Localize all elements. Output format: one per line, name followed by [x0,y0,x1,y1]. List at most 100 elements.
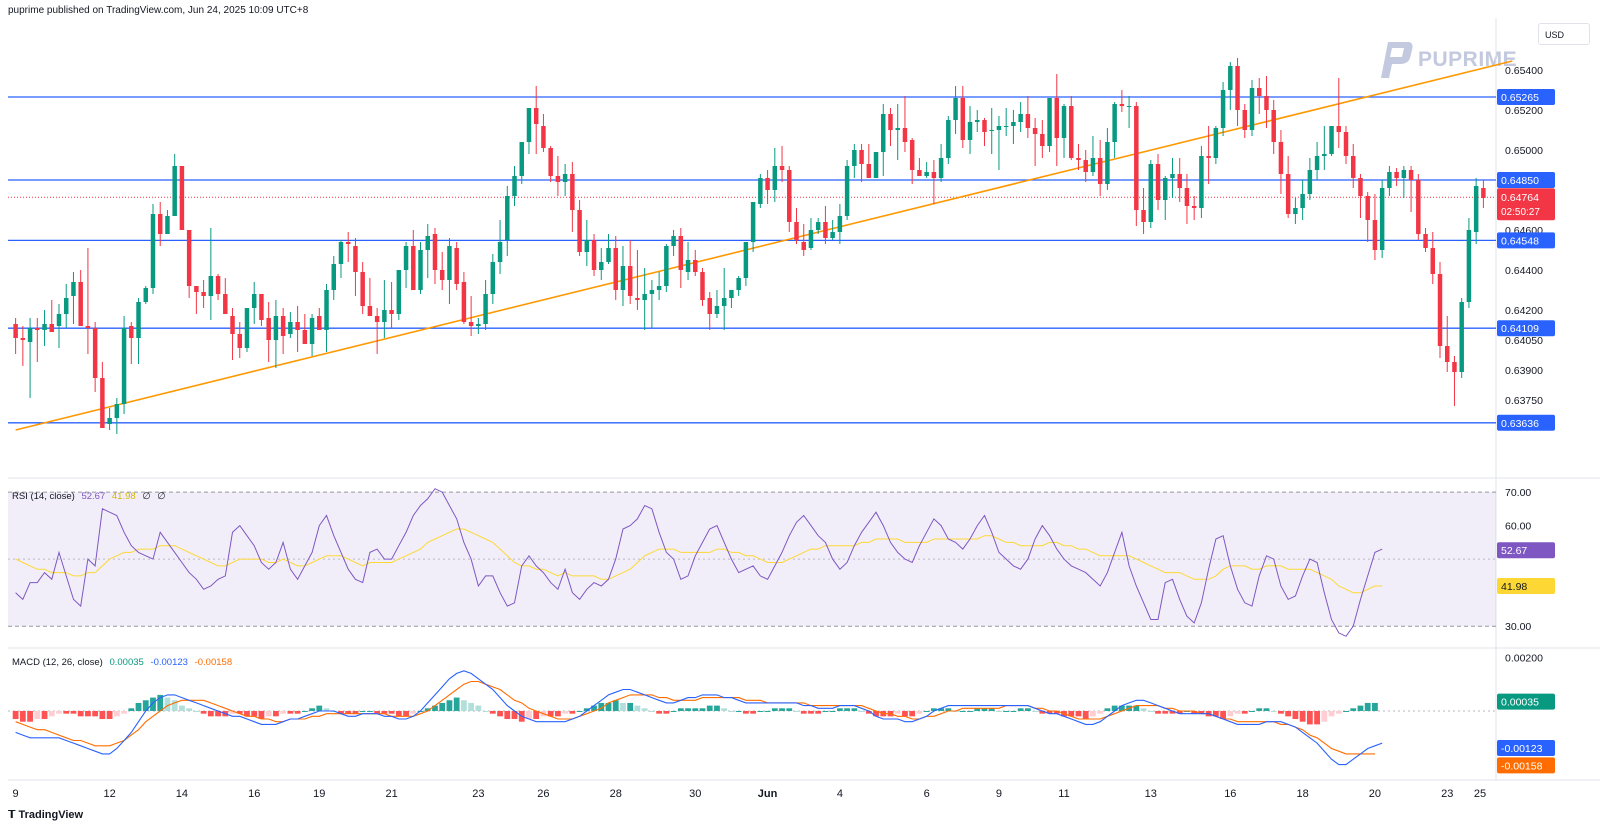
macd-histogram-bar-169 [1234,710,1241,714]
candle-42 [317,308,322,330]
candle-body [758,178,763,204]
macd-histogram-bar-74 [547,710,554,717]
rsi-ma-value-tag-bg [1497,578,1555,595]
candle-body [1257,88,1262,96]
rsi-value-tag-bg [1497,542,1555,559]
macd-histogram-bar-55 [410,710,417,714]
candle-106 [779,146,785,182]
candle-body [938,158,944,178]
candle-body [1134,106,1139,210]
macd-histogram-bar-64 [475,705,482,711]
level-price-tag-1-bg [1497,172,1555,188]
candle-body [678,236,684,270]
macd-title: MACD (12, 26, close) [12,657,103,668]
macd-histogram-bar-173 [1263,708,1270,711]
candle-body [1003,126,1009,127]
candle-body [996,126,1002,130]
macd-histogram-bar-65 [482,710,489,712]
candle-31 [237,322,242,358]
macd-histogram-bar-183 [1335,710,1342,714]
candle-body [237,334,242,348]
macd-histogram-bar-153 [1118,705,1125,711]
time-tick-label-10: Jun [758,788,778,800]
rsi-legend-value: 52.67 [81,491,106,502]
macd-line-value-tag-bg [1497,739,1555,756]
candle-body [157,214,163,234]
candle-181 [1322,126,1327,170]
candle-body [505,196,510,240]
candle-0 [13,318,18,354]
candle-87 [642,268,647,330]
macd-histogram-bar-60 [446,700,453,711]
candle-168 [1228,62,1233,110]
candle-body [895,128,900,130]
macd-hist-value-tag: 0.00035 [1501,697,1539,709]
candle-117 [859,144,864,182]
candle-body [946,120,951,158]
candle-body [1032,128,1038,134]
macd-histogram-bar-26 [200,710,207,714]
candle-body [13,324,18,338]
candle-body [1105,142,1110,184]
candle-144 [1054,74,1060,166]
candle-191 [1394,168,1399,186]
macd-histogram-bar-90 [663,710,670,714]
candle-172 [1257,78,1262,114]
candle-body [736,278,741,290]
candle-121 [888,108,893,146]
macd-histogram-bar-98 [721,708,728,711]
macd-histogram-bar-17 [135,702,142,711]
candle-body [1047,98,1052,146]
candle-body [353,246,358,272]
currency-selector[interactable]: USD [1538,23,1590,45]
macd-histogram-bar-148 [1082,710,1089,720]
macd-histogram-bar-40 [301,710,308,712]
macd-histogram-bar-155 [1133,705,1140,711]
candle-179 [1307,158,1313,200]
candle-body [468,322,474,326]
candle-body [620,266,626,290]
candle-body [1148,164,1154,222]
candle-165 [1206,126,1211,184]
candle-124 [909,138,915,184]
trendline [15,60,1513,431]
candle-21 [165,210,170,234]
candle-34 [259,294,264,326]
candle-body [656,286,662,290]
candle-1 [20,326,26,366]
candle-body [721,298,727,306]
candle-149 [1090,136,1096,176]
macd-histogram-bar-178 [1299,710,1306,722]
candle-39 [295,306,300,352]
candle-13 [107,408,112,430]
candle-107 [787,166,792,232]
candle-body [1322,154,1327,156]
rsi-line [15,488,1383,637]
macd-histogram-bar-91 [670,710,677,712]
candle-43 [324,284,329,352]
candle-200 [1459,298,1464,378]
candle-69 [512,166,517,206]
price-tick-label-6: 0.64050 [1505,335,1543,347]
candle-body [259,294,264,320]
macd-histogram-bar-117 [858,710,865,712]
candle-body [215,276,221,294]
macd-histogram-bar-147 [1075,710,1082,717]
candle-body [1184,188,1190,206]
candle-126 [924,162,929,178]
candle-body [418,250,423,290]
macd-histogram-bar-107 [786,708,793,711]
macd-histogram-bar-95 [699,708,706,711]
candle-142 [1040,120,1045,158]
macd-histogram-bar-106 [779,708,785,711]
candle-body [1126,106,1132,107]
candle-body [685,260,691,272]
candle-body [382,310,387,322]
candle-187 [1365,192,1370,242]
candle-169 [1235,58,1240,126]
candle-94 [693,250,698,276]
macd-histogram-bar-166 [1212,710,1219,717]
candle-84 [620,246,626,306]
candle-body [1011,122,1016,126]
